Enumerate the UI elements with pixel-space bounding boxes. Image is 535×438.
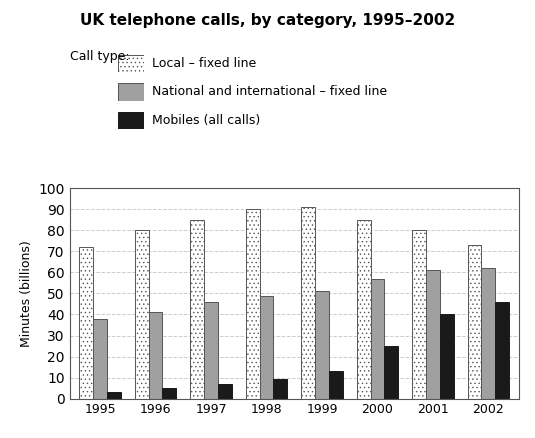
Bar [371, 279, 385, 399]
Bar [259, 296, 273, 399]
Text: National and international – fixed line: National and international – fixed line [152, 85, 387, 99]
Bar [412, 230, 426, 399]
Bar [218, 384, 232, 399]
Text: Mobiles (all calls): Mobiles (all calls) [152, 114, 261, 127]
Bar [385, 346, 398, 399]
Bar [440, 314, 454, 399]
Bar [301, 207, 315, 399]
Bar [107, 392, 121, 399]
Bar [329, 371, 343, 399]
Bar [149, 312, 163, 399]
Bar [468, 245, 482, 399]
Bar [163, 388, 177, 399]
Bar [482, 268, 495, 399]
Bar [246, 209, 259, 399]
Bar [93, 319, 107, 399]
Bar [426, 270, 440, 399]
Bar [79, 247, 93, 399]
Bar [135, 230, 149, 399]
Text: UK telephone calls, by category, 1995–2002: UK telephone calls, by category, 1995–20… [80, 13, 455, 28]
Bar [204, 302, 218, 399]
Bar [273, 378, 287, 399]
Text: Call type:: Call type: [70, 50, 129, 64]
Y-axis label: Minutes (billions): Minutes (billions) [20, 240, 33, 347]
Bar [357, 220, 371, 399]
Bar [495, 302, 509, 399]
Bar [315, 291, 329, 399]
Text: Local – fixed line: Local – fixed line [152, 57, 257, 70]
Bar [190, 220, 204, 399]
